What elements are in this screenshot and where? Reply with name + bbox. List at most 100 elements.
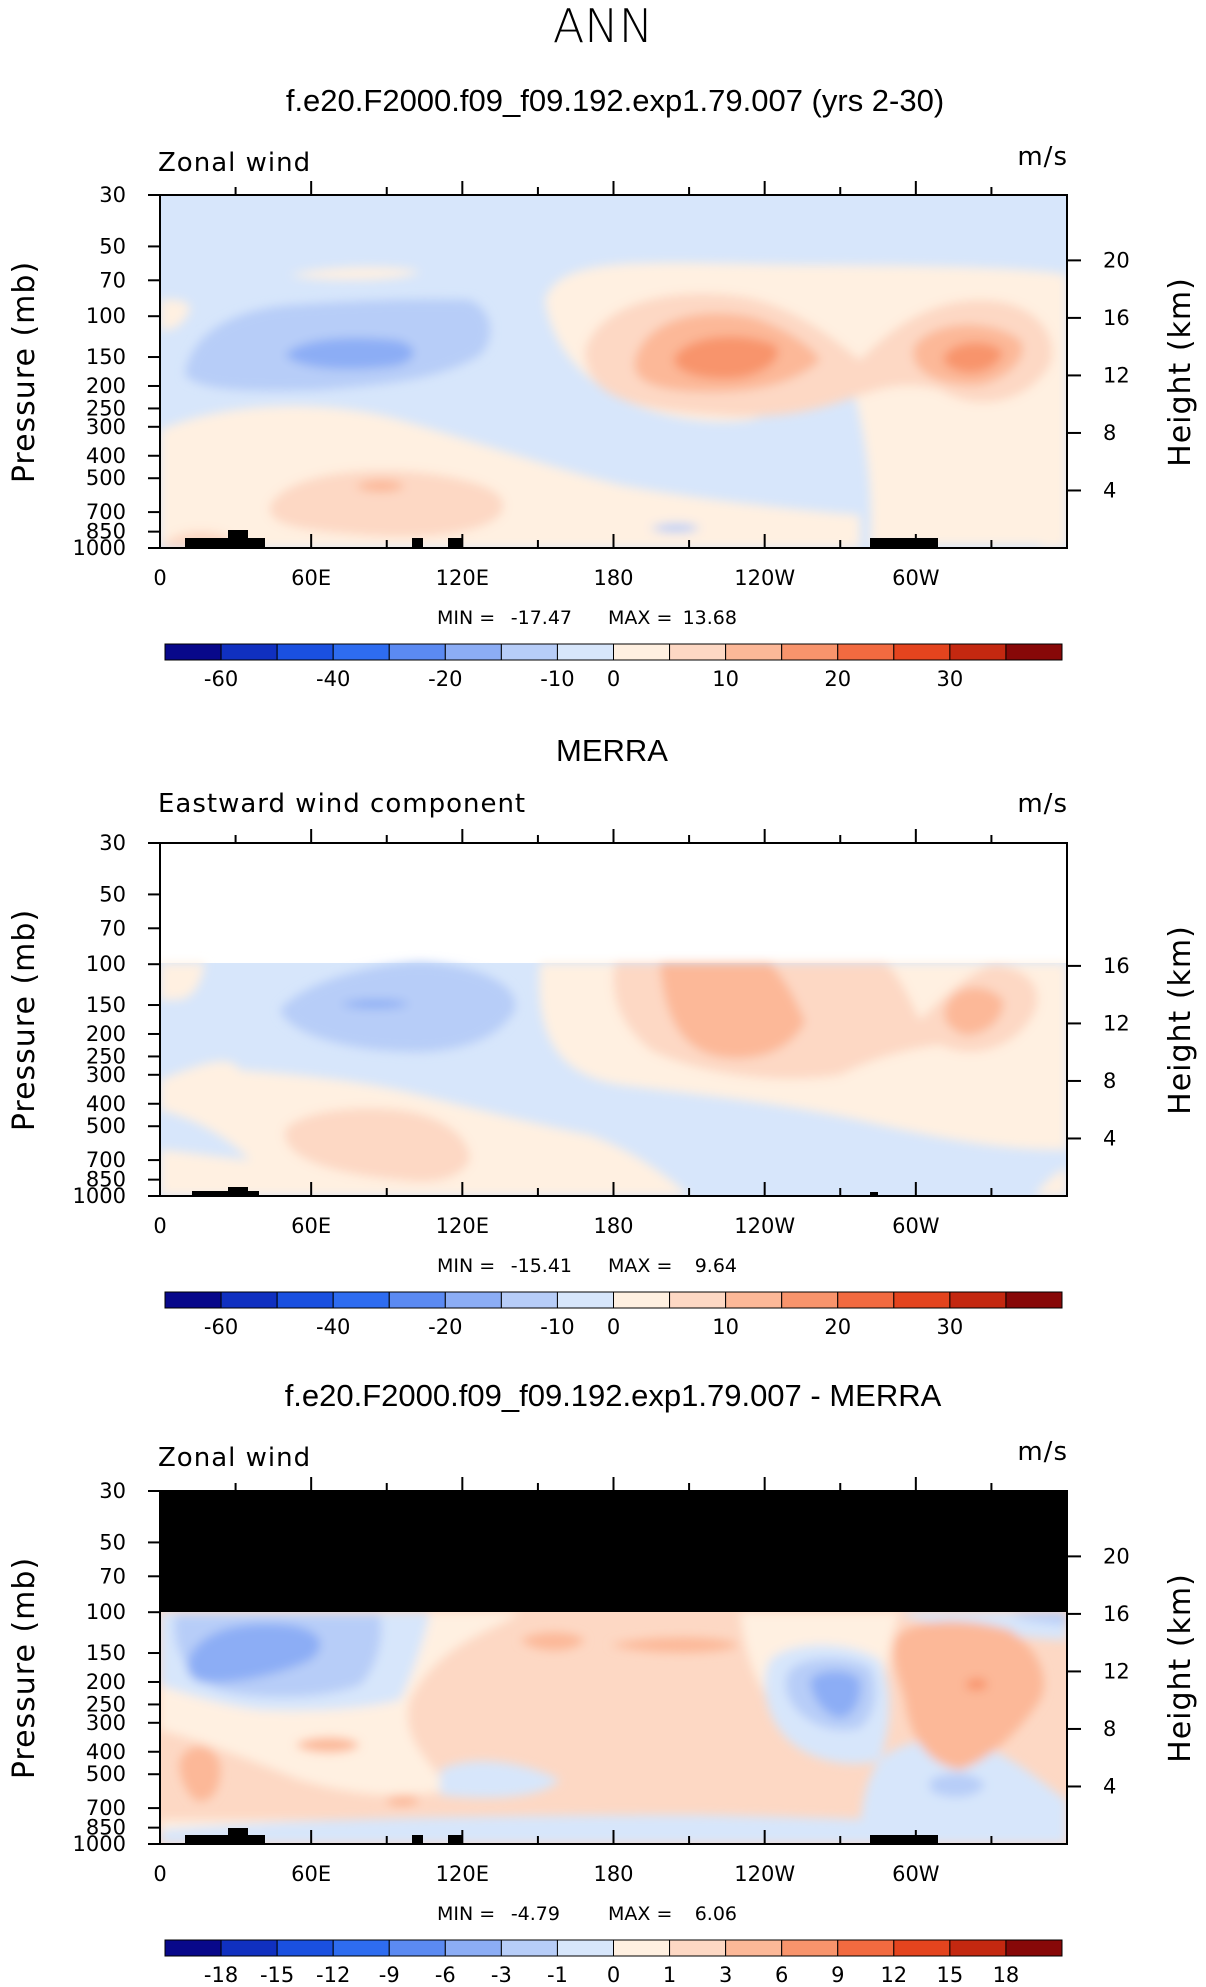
colorbar-swatch (220, 643, 278, 661)
x-tick-label: 60E (291, 1862, 331, 1886)
y-tick-label: 250 (86, 396, 126, 420)
y-tick-label: 100 (86, 1600, 126, 1624)
y-tick-label: 150 (86, 1641, 126, 1665)
colorbar-label: -12 (316, 1963, 350, 1987)
panel-title: MERRA (556, 733, 668, 768)
y-axis-label: Pressure (mb) (7, 261, 42, 483)
panel-left-label: Zonal wind (158, 148, 311, 178)
min-label: MIN = (437, 1903, 495, 1925)
colorbar-label: 30 (937, 667, 964, 691)
height-tick-label: 8 (1103, 421, 1116, 445)
panel-model: f.e20.F2000.f09_f09.192.exp1.79.007 (yrs… (7, 83, 1198, 691)
contour-neg-3 (1010, 1613, 1067, 1625)
contour-pos-20 (674, 336, 779, 379)
x-tick-label: 180 (593, 566, 633, 590)
colorbar-swatch (949, 1291, 1007, 1309)
contour-pos-5 (160, 299, 190, 330)
colorbar: -18 -15 -12 -9 -6 -3 -1 0 1 3 6 9 12 15 18 (164, 1939, 1063, 1987)
y-tick-label: 200 (86, 1022, 126, 1046)
colorbar-swatch (837, 1939, 895, 1957)
contour-pos-15 (660, 963, 805, 1059)
colorbar-label: 6 (775, 1963, 788, 1987)
y-tick-label: 100 (86, 952, 126, 976)
colorbar-label: -10 (540, 1315, 574, 1339)
colorbar-swatch (1005, 1939, 1063, 1957)
y-tick-label: 30 (99, 1479, 126, 1503)
colorbar-swatch (500, 643, 558, 661)
y-tick-label: 70 (99, 1564, 126, 1588)
y-tick-label: 400 (86, 1740, 126, 1764)
y-tick-label: 300 (86, 1063, 126, 1087)
panel-title: f.e20.F2000.f09_f09.192.exp1.79.007 - ME… (285, 1378, 942, 1413)
colorbar-swatch (556, 1939, 614, 1957)
height-tick-label: 20 (1103, 1544, 1130, 1568)
colorbar-label: -10 (540, 667, 574, 691)
contour-pos-10 (269, 470, 504, 537)
height-tick-label: 4 (1103, 478, 1116, 502)
panel-merra: MERRA Eastward wind component m/s (7, 733, 1198, 1339)
max-value: 6.06 (695, 1903, 737, 1925)
contour-pos-6 (965, 1678, 988, 1691)
topography (185, 1828, 938, 1844)
x-tick-label: 120E (436, 1214, 489, 1238)
x-tick-label: 0 (153, 566, 166, 590)
contour-pos-10 (284, 1108, 470, 1182)
colorbar-label: -60 (204, 667, 238, 691)
contour-pos-3 (385, 1794, 420, 1806)
y-tick-label: 500 (86, 1762, 126, 1786)
colorbar-swatch (164, 1291, 222, 1309)
colorbar-swatch (220, 1291, 278, 1309)
stats-line: MIN = -15.41 MAX = 9.64 (437, 1255, 737, 1277)
figure-title: ANN (553, 0, 653, 53)
colorbar-swatch (893, 1939, 951, 1957)
colorbar-swatch (1005, 643, 1063, 661)
blocked-region (160, 1491, 1067, 1612)
colorbar: -60 -40 -20 -10 0 10 20 30 (164, 643, 1063, 691)
colorbar-label: -9 (379, 1963, 400, 1987)
colorbar-label: 0 (607, 1963, 620, 1987)
y-tick-label: 250 (86, 1692, 126, 1716)
colorbar-label: 0 (607, 667, 620, 691)
y-tick-label: 70 (99, 916, 126, 940)
panel-left-label: Zonal wind (158, 1443, 311, 1473)
height-tick-label: 20 (1103, 248, 1130, 272)
contour-neg-6 (810, 1671, 861, 1718)
y-tick-label: 300 (86, 1711, 126, 1735)
contour-pos-3 (520, 1632, 585, 1651)
y-tick-label: 850 (86, 1168, 126, 1192)
x-tick-label: 120W (734, 1862, 795, 1886)
colorbar-swatch (332, 1291, 390, 1309)
colorbar-swatch (669, 643, 727, 661)
panel-units: m/s (1017, 1437, 1068, 1467)
y-tick-label: 1000 (73, 1184, 126, 1208)
panel-difference: f.e20.F2000.f09_f09.192.exp1.79.007 - ME… (7, 1378, 1198, 1987)
colorbar-swatch (949, 643, 1007, 661)
x-tick-label: 120W (734, 566, 795, 590)
colorbar-label: 30 (937, 1315, 964, 1339)
y-axis-right-label: Height (km) (1163, 277, 1198, 467)
heatmap (160, 1491, 1067, 1844)
colorbar-swatch (781, 1291, 839, 1309)
colorbar-swatch (164, 1939, 222, 1957)
y-tick-label: 400 (86, 444, 126, 468)
colorbar-swatch (500, 1939, 558, 1957)
colorbar-swatch (613, 1291, 671, 1309)
y-tick-label: 300 (86, 415, 126, 439)
colorbar-label: 15 (937, 1963, 964, 1987)
colorbar-label: -18 (204, 1963, 238, 1987)
height-tick-label: 8 (1103, 1717, 1116, 1741)
contour-neg-5 (650, 523, 700, 533)
y-tick-label: 500 (86, 466, 126, 490)
max-label: MAX = (608, 607, 672, 629)
colorbar: -60 -40 -20 -10 0 10 20 30 (164, 1291, 1063, 1339)
contour-neg-1 (440, 1761, 560, 1798)
colorbar-swatch (781, 643, 839, 661)
colorbar-swatch (220, 1939, 278, 1957)
height-tick-label: 8 (1103, 1069, 1116, 1093)
y-tick-label: 500 (86, 1114, 126, 1138)
x-tick-label: 120E (436, 566, 489, 590)
